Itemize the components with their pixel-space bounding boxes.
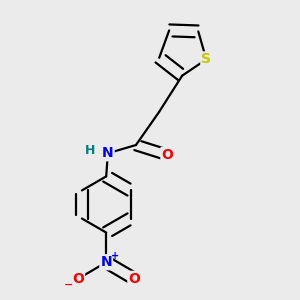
Text: N: N: [100, 255, 112, 269]
Text: H: H: [85, 144, 95, 157]
Text: −: −: [64, 280, 74, 290]
Text: S: S: [201, 52, 211, 66]
Text: +: +: [111, 251, 119, 261]
Text: N: N: [102, 146, 114, 160]
Text: O: O: [161, 148, 173, 162]
Text: O: O: [128, 272, 140, 286]
Text: O: O: [72, 272, 84, 286]
